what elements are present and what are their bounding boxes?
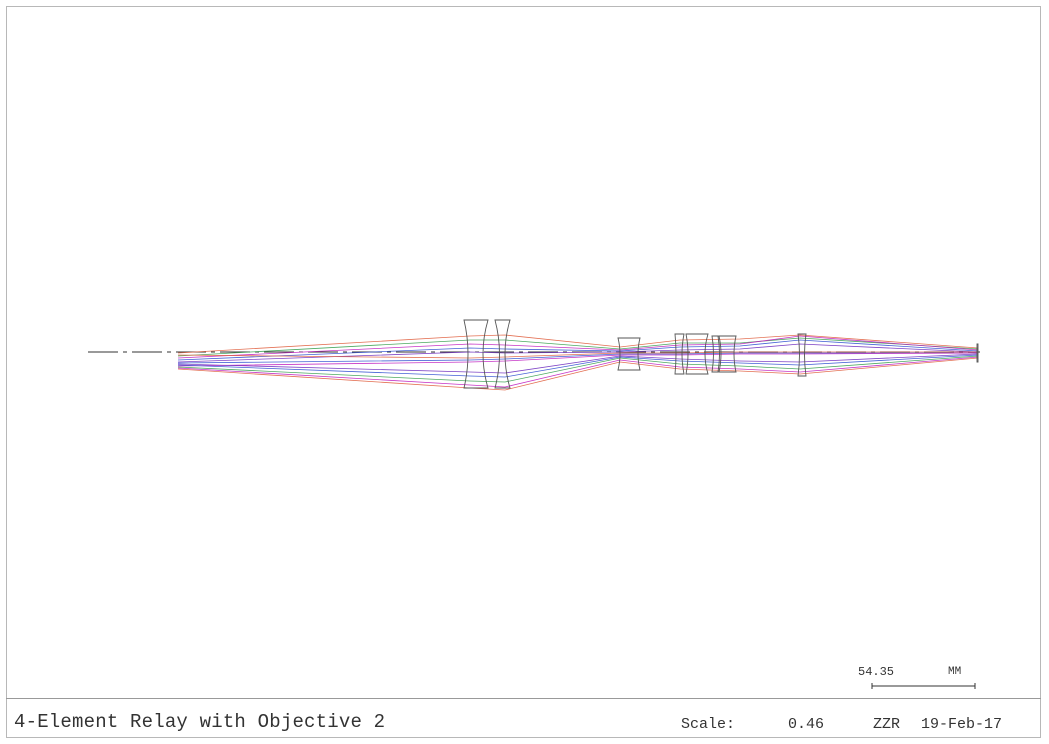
scale-bar-unit: MM	[948, 666, 962, 678]
ray-path-12	[177, 356, 979, 388]
scale-label: Scale:	[681, 716, 736, 733]
ray-path-10	[177, 354, 979, 378]
layout-title: 4-Element Relay with Objective 2	[14, 711, 386, 733]
ray-bundles	[177, 334, 979, 391]
ray-path-4	[177, 339, 979, 361]
layout-date: 19-Feb-17	[921, 716, 1003, 733]
designer-initials: ZZR	[873, 716, 901, 733]
ray-path-3	[177, 335, 979, 359]
lens-element-6	[711, 335, 720, 373]
lens-element-8	[797, 333, 807, 377]
ray-path-7	[177, 352, 978, 364]
ray-path-2	[177, 337, 979, 357]
ray-path-1	[177, 334, 979, 354]
scale-value: 0.46	[788, 716, 825, 733]
ray-path-13	[177, 357, 979, 391]
lens-element-5	[685, 333, 709, 375]
scale-bar	[871, 683, 976, 689]
layout-frame	[6, 6, 1041, 738]
scale-bar-value: 54.35	[858, 665, 895, 679]
lens-element-1	[463, 319, 489, 389]
footer-divider	[6, 698, 1041, 699]
lens-element-2	[494, 319, 511, 389]
ray-path-11	[177, 355, 979, 383]
lens-elements	[463, 319, 979, 389]
lens-element-9	[976, 343, 979, 363]
ray-path-6	[177, 351, 978, 359]
lens-element-7	[718, 335, 737, 373]
lens-element-3	[617, 337, 641, 371]
ray-path-9	[177, 353, 979, 374]
ray-path-8	[177, 352, 979, 367]
lens-element-4	[674, 333, 685, 375]
ray-path-5	[177, 343, 979, 363]
